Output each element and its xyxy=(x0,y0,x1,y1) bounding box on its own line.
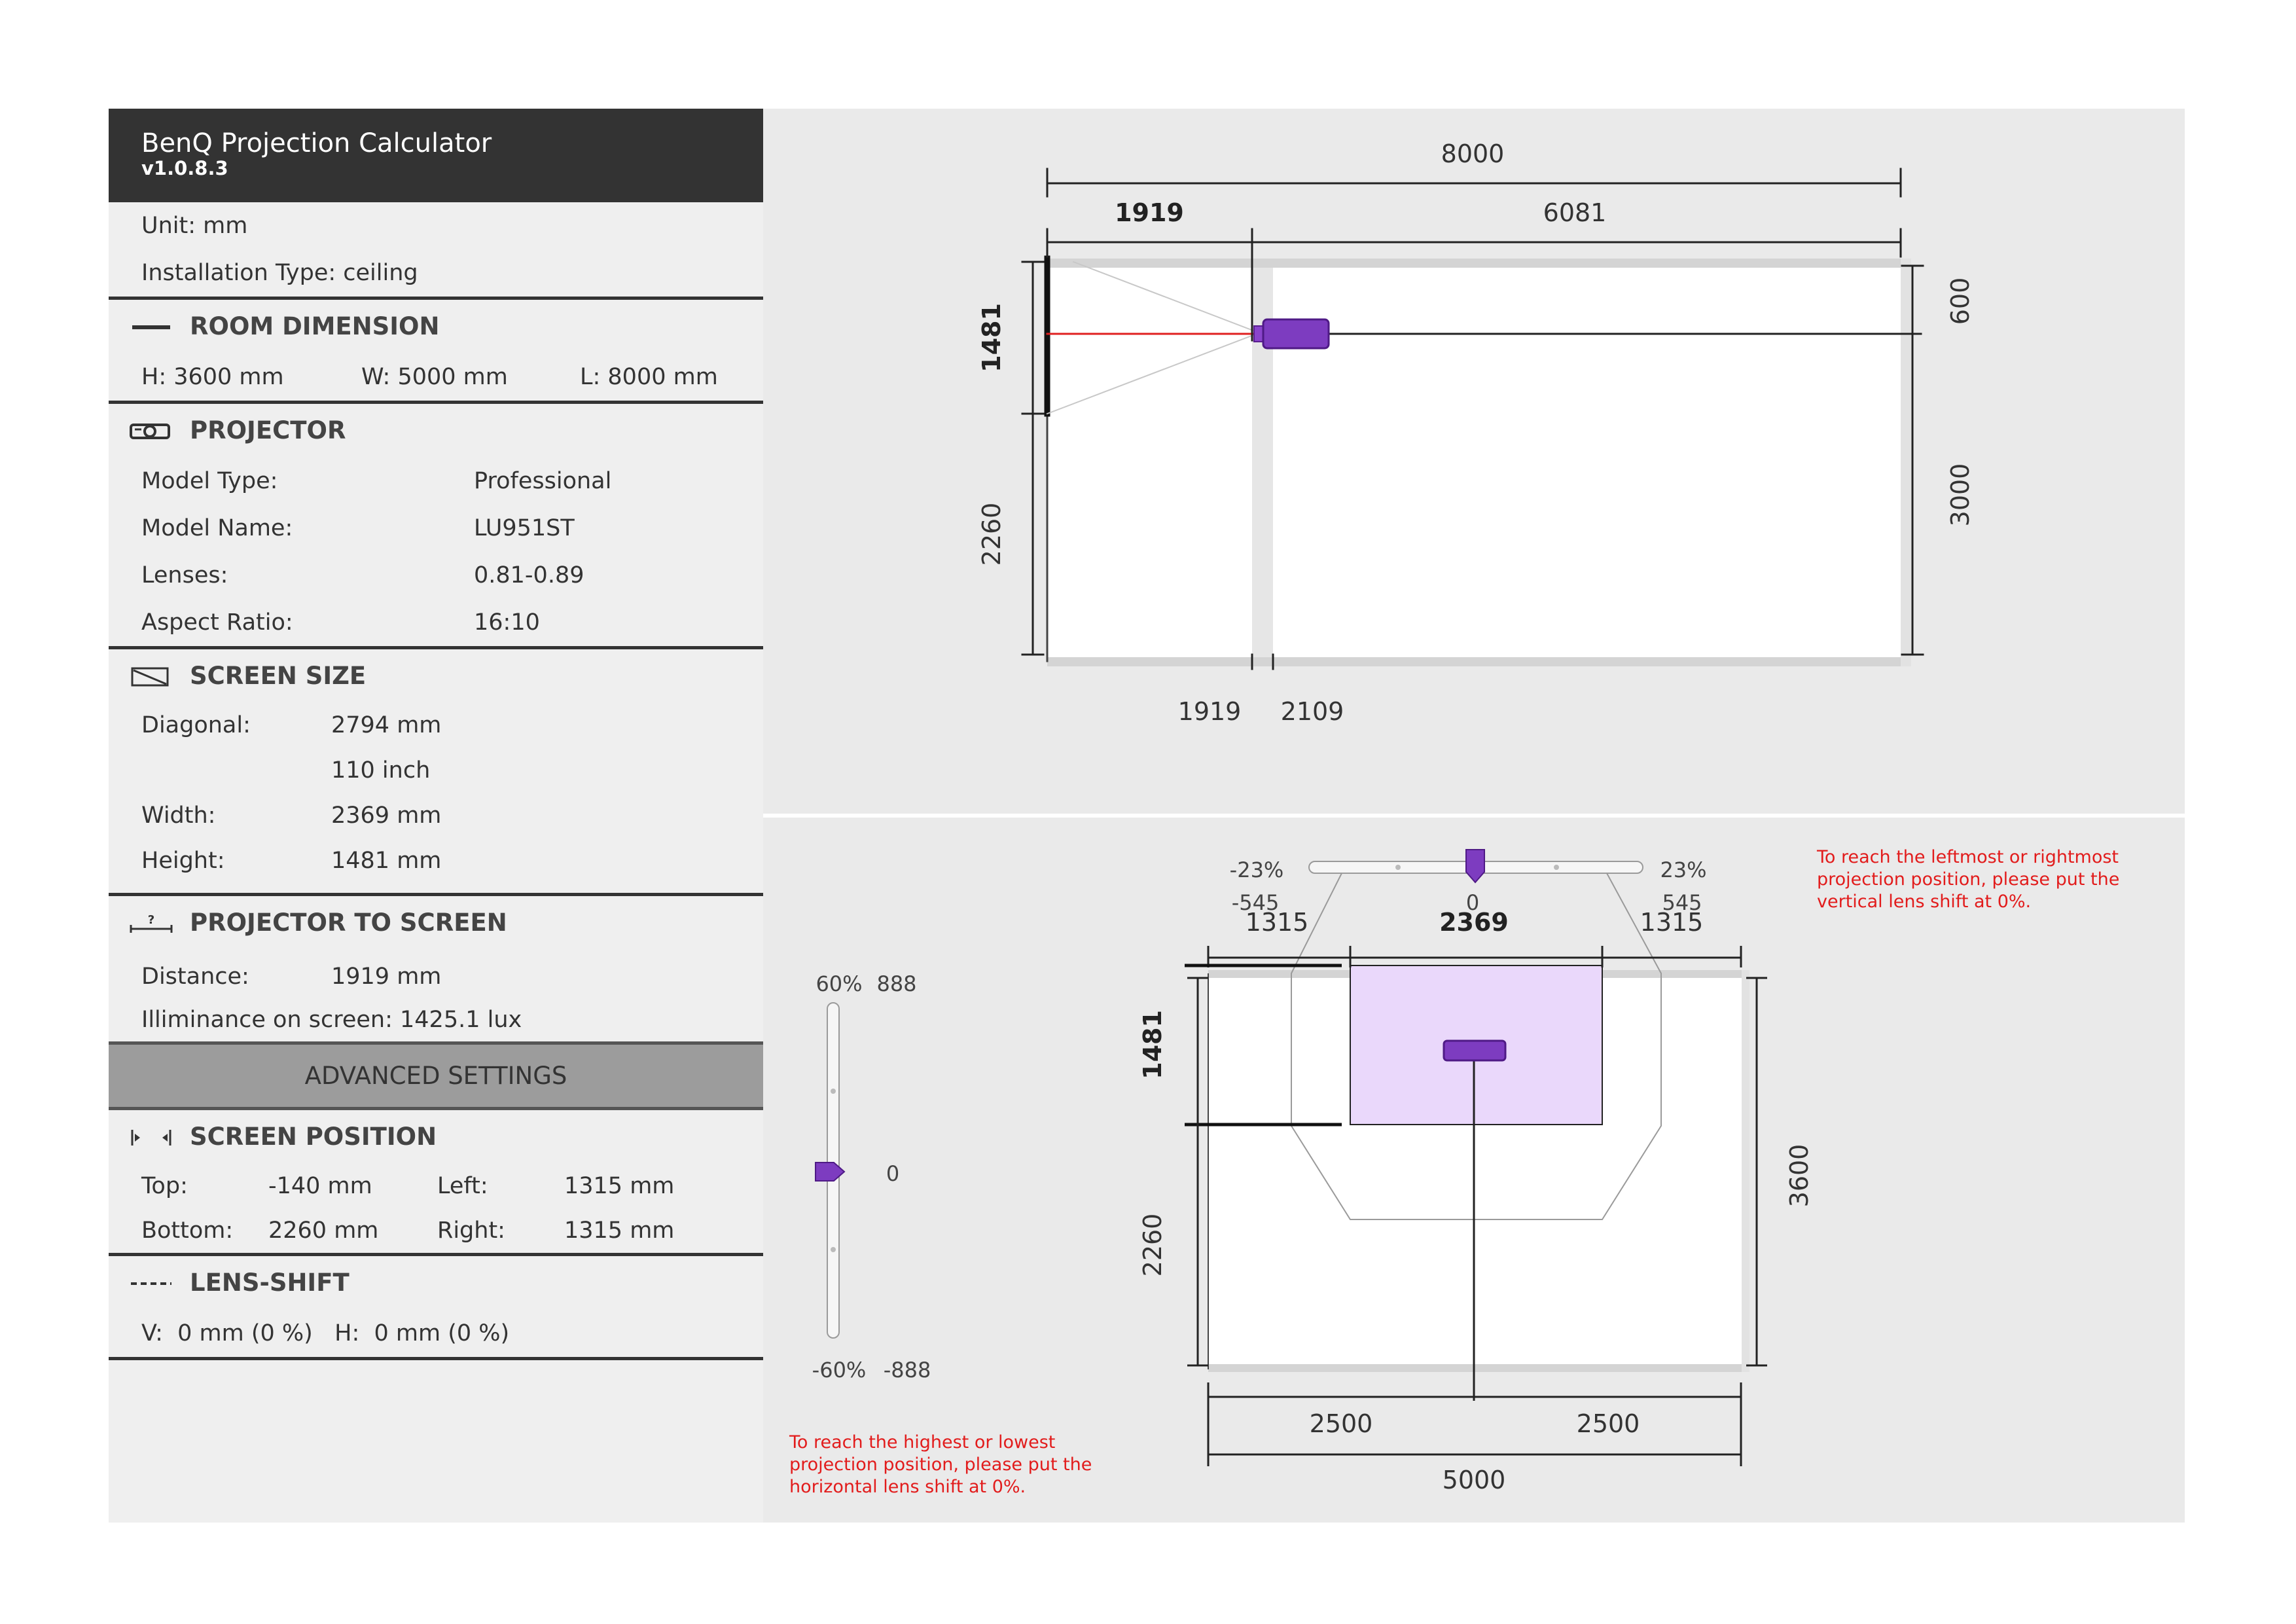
side-below-projector-label: 3000 xyxy=(1946,463,1975,527)
room-width: W: 5000 mm xyxy=(361,364,508,390)
front-screen-height-label: 1481 xyxy=(1138,1010,1167,1079)
h-max-mm-label: 545 xyxy=(1662,890,1702,915)
projector-row: Lenses: 0.81-0.89 xyxy=(141,562,584,588)
installation-type: Installation Type: ceiling xyxy=(141,260,418,286)
view-divider xyxy=(763,814,2185,818)
screen-size-row: Height: 1481 mm xyxy=(141,848,442,874)
dashed-line-icon xyxy=(131,1282,171,1285)
front-half-right-label: 2500 xyxy=(1577,1409,1640,1438)
front-room-width-label: 5000 xyxy=(1443,1466,1506,1494)
back-wall xyxy=(1901,259,1911,666)
note-v-line2: projection position, please put the xyxy=(789,1454,1092,1475)
room-dimensions: H: 3600 mm W: 5000 mm L: 8000 mm xyxy=(109,353,763,401)
side-top-offset-label: 600 xyxy=(1946,278,1975,325)
h-max-pct-label: 23% xyxy=(1660,857,1706,882)
lens-shift-heading: LENS-SHIFT xyxy=(109,1256,763,1310)
side-below-screen-label: 2260 xyxy=(977,503,1006,566)
distance-icon: ? xyxy=(130,913,173,933)
screen-size-row: 110 inch xyxy=(331,757,431,784)
v-zero-label: 0 xyxy=(886,1161,899,1186)
h-zero-label: 0 xyxy=(1466,890,1479,915)
app-title: BenQ Projection Calculator xyxy=(141,128,492,158)
lens-shift-value: V: 0 mm (0 %) H: 0 mm (0 %) xyxy=(141,1320,510,1346)
illuminance-row: Illiminance on screen: 1425.1 lux xyxy=(141,1007,522,1033)
h-min-mm-label: -545 xyxy=(1232,890,1280,915)
front-right-gap-label: 1315 xyxy=(1640,908,1704,937)
side-bottom-a-label: 1919 xyxy=(1178,697,1242,726)
room-side-area xyxy=(1047,262,1901,664)
front-view: -23% 23% -545 545 0 1315 2369 1315 1481 xyxy=(789,847,2119,1497)
v-max-mm-label: 888 xyxy=(876,971,916,996)
unit-label: Unit: mm xyxy=(141,213,248,239)
projector-icon xyxy=(130,424,170,439)
front-below-screen-label: 2260 xyxy=(1138,1214,1167,1277)
front-room-height-label: 3600 xyxy=(1785,1144,1814,1208)
screen-position-row: Bottom: 2260 mm Right: 1315 mm xyxy=(141,1218,675,1244)
line-icon xyxy=(132,325,170,329)
note-v-line3: horizontal lens shift at 0%. xyxy=(789,1477,1026,1497)
ceiling xyxy=(1047,259,1901,268)
screen-size-heading: SCREEN SIZE xyxy=(109,649,763,703)
screen-size-row: Diagonal: 2794 mm xyxy=(141,712,442,738)
settings-panel: BenQ Projection Calculator v1.0.8.3 Unit… xyxy=(109,109,763,1523)
note-h-line2: projection position, please put the xyxy=(1817,869,2119,890)
note-h-line1: To reach the leftmost or rightmost xyxy=(1816,847,2119,867)
front-half-left-label: 2500 xyxy=(1310,1409,1373,1438)
projector-front-icon xyxy=(1443,1039,1507,1062)
front-right-wall xyxy=(1742,970,1749,1372)
v-min-mm-label: -888 xyxy=(884,1358,931,1382)
side-bottom-b-label: 2109 xyxy=(1281,697,1344,726)
v-max-pct-label: 60% xyxy=(816,971,862,996)
room-height: H: 3600 mm xyxy=(141,364,284,390)
distance-row: Distance: 1919 mm xyxy=(141,964,442,990)
app-header: BenQ Projection Calculator v1.0.8.3 xyxy=(109,109,763,202)
screen-size-row: Width: 2369 mm xyxy=(141,803,442,829)
v-min-pct-label: -60% xyxy=(812,1358,867,1382)
side-view: 8000 1919 6081 1481 2260 600 3000 1919 2… xyxy=(977,139,1975,726)
projector-side-icon xyxy=(1262,318,1330,350)
position-icon xyxy=(131,1130,171,1146)
note-v-line1: To reach the highest or lowest xyxy=(789,1432,1055,1453)
side-throw-label: 1919 xyxy=(1115,198,1184,227)
projector-row: Aspect Ratio: 16:10 xyxy=(141,609,540,636)
h-min-pct-label: -23% xyxy=(1230,857,1284,882)
projector-row: Model Name: LU951ST xyxy=(141,515,575,541)
room-dimension-heading: ROOM DIMENSION xyxy=(109,300,763,353)
side-length-label: 8000 xyxy=(1441,139,1505,168)
side-remaining-label: 6081 xyxy=(1543,198,1607,227)
screen-icon xyxy=(131,667,169,687)
projector-to-screen-heading: ? PROJECTOR TO SCREEN xyxy=(109,896,763,950)
advanced-settings-button[interactable]: ADVANCED SETTINGS xyxy=(109,1041,763,1110)
projector-row: Model Type: Professional xyxy=(141,468,612,494)
v-shift-handle[interactable] xyxy=(815,1162,846,1182)
floor xyxy=(1047,657,1901,666)
side-screen-height-label: 1481 xyxy=(977,303,1006,372)
screen-position-row: Top: -140 mm Left: 1315 mm xyxy=(141,1173,675,1199)
room-length: L: 8000 mm xyxy=(580,364,718,390)
front-left-gap-label: 1315 xyxy=(1246,908,1309,937)
note-h-line3: vertical lens shift at 0%. xyxy=(1817,892,2031,912)
h-shift-handle[interactable] xyxy=(1465,849,1485,884)
projector-heading: PROJECTOR xyxy=(109,404,763,458)
app-version: v1.0.8.3 xyxy=(141,157,228,179)
screen-position-heading: SCREEN POSITION xyxy=(109,1110,763,1164)
front-screen-width-label: 2369 xyxy=(1439,908,1509,937)
svg-text:?: ? xyxy=(148,913,154,927)
